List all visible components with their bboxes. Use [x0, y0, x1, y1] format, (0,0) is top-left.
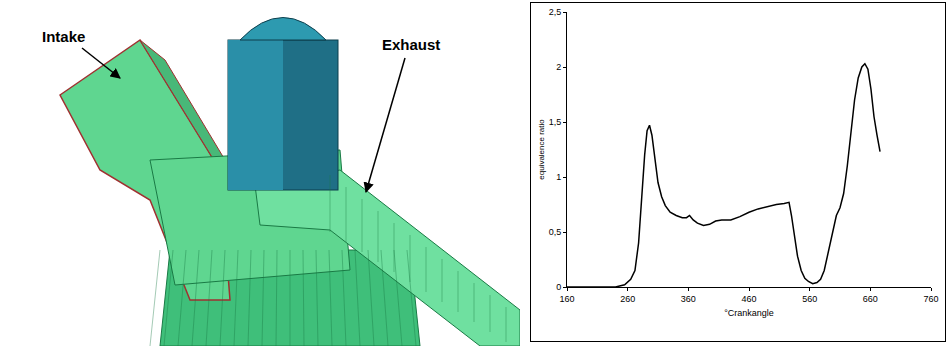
svg-text:2: 2: [556, 62, 561, 72]
svg-text:0,5: 0,5: [549, 227, 562, 237]
svg-text:1: 1: [556, 172, 561, 182]
svg-text:Intake: Intake: [42, 28, 85, 45]
svg-text:equivalence ratio: equivalence ratio: [537, 119, 546, 180]
svg-text:660: 660: [863, 294, 878, 304]
svg-text:360: 360: [681, 294, 696, 304]
svg-text:2,5: 2,5: [549, 7, 562, 17]
svg-text:1,5: 1,5: [549, 117, 562, 127]
svg-text:560: 560: [802, 294, 817, 304]
svg-text:260: 260: [620, 294, 635, 304]
svg-text:°Crankangle: °Crankangle: [724, 308, 774, 318]
svg-text:760: 760: [923, 294, 938, 304]
svg-text:Exhaust: Exhaust: [382, 36, 440, 53]
svg-text:0: 0: [556, 282, 561, 292]
svg-text:460: 460: [741, 294, 756, 304]
svg-text:160: 160: [559, 294, 574, 304]
